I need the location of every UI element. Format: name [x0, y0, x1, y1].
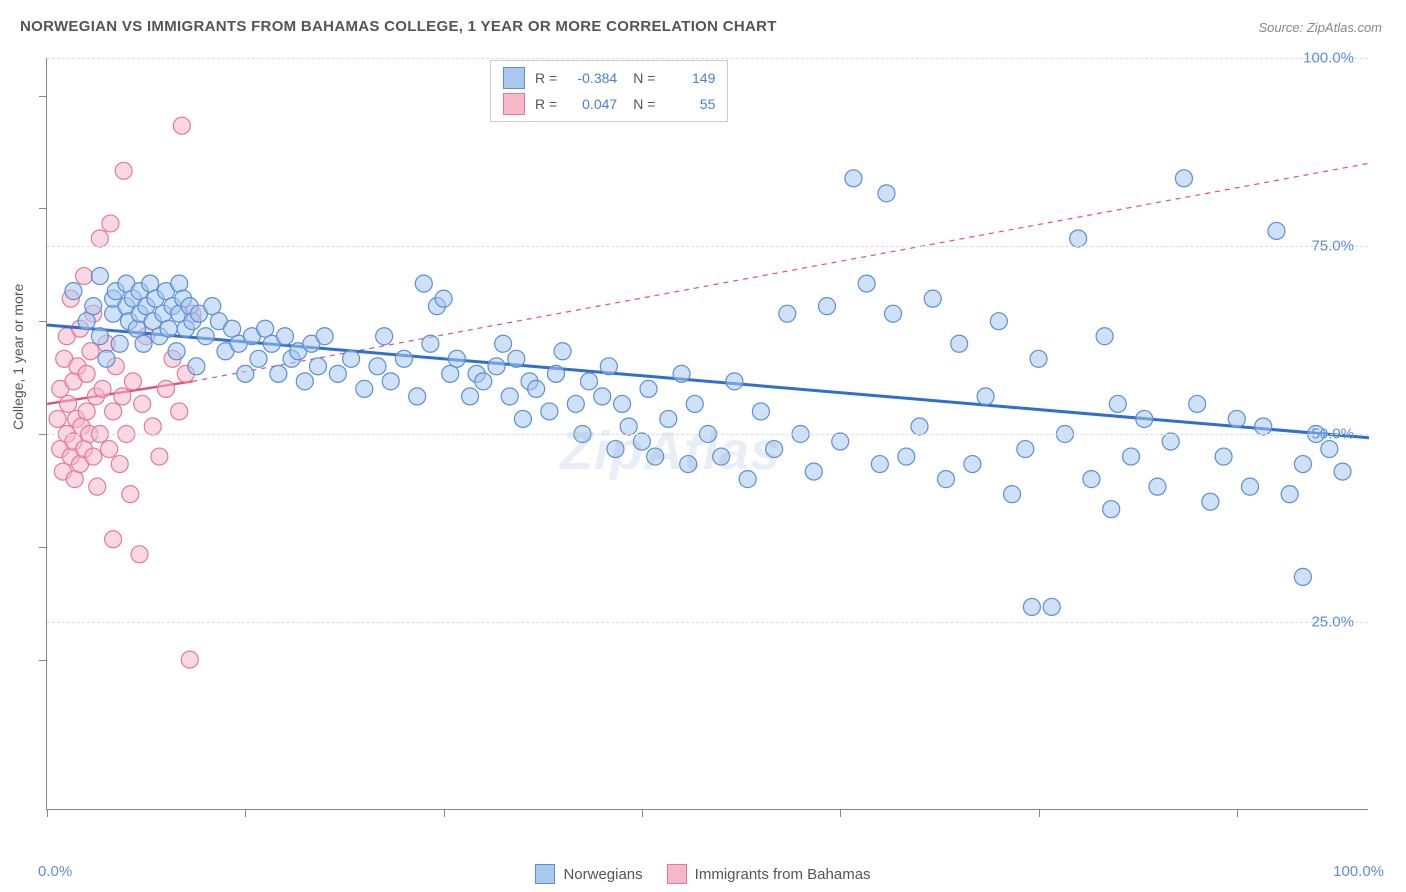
- y-gridline-label: 50.0%: [1311, 426, 1354, 443]
- swatch-norwegians: [535, 864, 555, 884]
- source-attribution: Source: ZipAtlas.com: [1258, 20, 1382, 35]
- legend-n-label: N =: [633, 96, 655, 112]
- legend-label-norwegians: Norwegians: [563, 866, 642, 883]
- x-axis-min-label: 0.0%: [38, 863, 72, 880]
- legend-r-value-0: -0.384: [567, 70, 617, 86]
- legend-item-norwegians: Norwegians: [535, 864, 642, 884]
- swatch-bahamas: [503, 93, 525, 115]
- plot-area: 25.0%50.0%75.0%100.0%: [46, 58, 1368, 810]
- legend-r-label: R =: [535, 96, 557, 112]
- legend-n-value-0: 149: [665, 70, 715, 86]
- y-gridline-label: 75.0%: [1311, 238, 1354, 255]
- correlation-legend: R = -0.384 N = 149 R = 0.047 N = 55: [490, 60, 728, 122]
- y-axis-label: College, 1 year or more: [10, 284, 26, 430]
- chart-title: NORWEGIAN VS IMMIGRANTS FROM BAHAMAS COL…: [20, 18, 777, 35]
- legend-row-bahamas: R = 0.047 N = 55: [503, 91, 715, 117]
- legend-n-value-1: 55: [665, 96, 715, 112]
- legend-row-norwegians: R = -0.384 N = 149: [503, 65, 715, 91]
- swatch-bahamas: [667, 864, 687, 884]
- y-gridline-label: 25.0%: [1311, 614, 1354, 631]
- legend-r-value-1: 0.047: [567, 96, 617, 112]
- y-gridline-label: 100.0%: [1303, 50, 1354, 67]
- x-axis-max-label: 100.0%: [1333, 863, 1384, 880]
- legend-n-label: N =: [633, 70, 655, 86]
- legend-label-bahamas: Immigrants from Bahamas: [695, 866, 871, 883]
- swatch-norwegians: [503, 67, 525, 89]
- legend-r-label: R =: [535, 70, 557, 86]
- legend-item-bahamas: Immigrants from Bahamas: [667, 864, 871, 884]
- series-legend: Norwegians Immigrants from Bahamas: [0, 864, 1406, 884]
